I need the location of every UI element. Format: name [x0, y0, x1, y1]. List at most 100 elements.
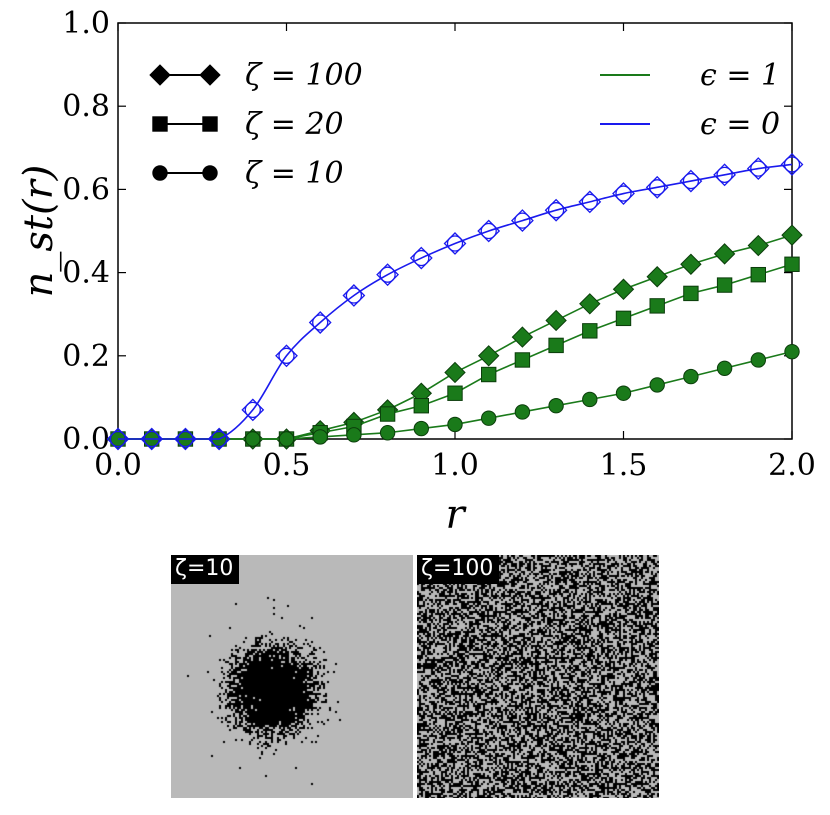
data-point [747, 234, 770, 257]
y-axis-ticks: 0.0 0.2 0.4 0.6 0.8 1.0 [62, 6, 792, 457]
data-point [379, 425, 396, 441]
legend-marker [202, 116, 218, 132]
y-tick-label: 0.0 [62, 422, 110, 457]
chart: 0.0 0.5 1.0 1.5 2.0 0.0 0.2 0.4 0.6 0.8 1.0 ζ = 1… [16, 6, 816, 538]
data-point [646, 266, 668, 288]
data-point [547, 202, 565, 219]
data-point [244, 401, 261, 419]
data-point [477, 345, 500, 367]
data-point [109, 430, 127, 448]
y-tick-label: 0.6 [62, 172, 110, 207]
data-point [781, 224, 803, 246]
x-axis-label: r [445, 492, 467, 538]
data-point [312, 429, 328, 445]
data-point [241, 398, 265, 422]
legend-markers: ζ = 100 ζ = 20 ζ = 10 [149, 58, 363, 191]
data-point [612, 278, 635, 300]
snapshot-label: ζ=10 [171, 555, 240, 584]
data-point [376, 263, 400, 287]
data-point [477, 219, 501, 243]
y-tick-label: 0.8 [62, 89, 110, 124]
series-diamond [107, 224, 803, 450]
data-point [106, 427, 130, 451]
data-point [342, 284, 366, 307]
data-point [649, 377, 665, 393]
data-point [713, 163, 737, 187]
data-point [275, 344, 298, 368]
data-point [177, 430, 194, 448]
data-point [784, 256, 800, 272]
data-point [444, 361, 466, 384]
data-point [447, 416, 463, 433]
legend-colors: ϵ = 1 ϵ = 0 [600, 58, 780, 142]
data-point [784, 343, 800, 360]
data-point [615, 310, 632, 327]
data-point [511, 326, 534, 348]
data-point [278, 347, 295, 364]
legend-marker [149, 64, 171, 86]
legend-marker [199, 64, 221, 86]
data-point [210, 430, 228, 448]
data-point [548, 337, 564, 354]
data-point [514, 352, 531, 368]
legend-label: ζ = 100 [245, 58, 363, 93]
data-point [683, 285, 699, 302]
data-point [679, 169, 703, 193]
data-point [615, 385, 632, 401]
snapshot-label: ζ=100 [417, 555, 500, 584]
snapshot-panel-zeta-10: ζ=10 [171, 555, 413, 798]
data-point [582, 323, 598, 339]
series-group [106, 153, 804, 451]
data-point [615, 185, 632, 202]
data-point [481, 410, 497, 426]
data-point [645, 175, 669, 199]
data-point [582, 391, 598, 408]
data-point [207, 427, 231, 451]
data-point [746, 157, 770, 181]
data-point [413, 398, 430, 414]
legend-label: ϵ = 0 [700, 107, 780, 142]
snapshot-image-cluster [171, 555, 413, 798]
legend-label: ζ = 10 [245, 156, 344, 191]
data-point [780, 153, 804, 176]
snapshot-panel-zeta-100: ζ=100 [417, 555, 659, 798]
data-point [379, 266, 396, 283]
data-point [409, 246, 433, 270]
data-point [578, 190, 602, 214]
data-point [480, 222, 497, 240]
data-point [713, 243, 736, 265]
x-axis-ticks: 0.0 0.5 1.0 1.5 2.0 [94, 23, 816, 483]
x-tick-label: 0.5 [263, 448, 311, 483]
data-point [579, 293, 601, 315]
series-circle [110, 343, 800, 447]
y-tick-label: 0.4 [62, 256, 110, 291]
legend-label: ζ = 20 [245, 107, 344, 142]
y-tick-label: 1.0 [62, 6, 110, 41]
data-point [245, 431, 261, 447]
data-point [345, 287, 363, 304]
data-point [716, 166, 733, 183]
snapshot-image-dispersed [417, 555, 659, 798]
data-point [544, 198, 568, 222]
data-point [683, 368, 699, 385]
data-point [612, 182, 635, 205]
data-point [413, 249, 430, 267]
data-point [379, 406, 396, 422]
data-point [140, 427, 164, 451]
data-point [514, 404, 531, 420]
data-point [510, 209, 534, 233]
data-point [750, 160, 767, 177]
data-point [649, 179, 666, 196]
legend-marker [152, 165, 168, 181]
data-point [716, 277, 733, 293]
x-tick-label: 2.0 [768, 448, 816, 483]
data-point [581, 193, 598, 211]
legend-marker [152, 116, 168, 132]
legend-marker [202, 165, 218, 181]
data-point [278, 431, 295, 447]
data-point [312, 314, 329, 331]
data-point [750, 352, 766, 368]
data-point [308, 311, 332, 334]
y-axis-label: n_st(r) [16, 165, 62, 298]
data-point [716, 360, 733, 376]
